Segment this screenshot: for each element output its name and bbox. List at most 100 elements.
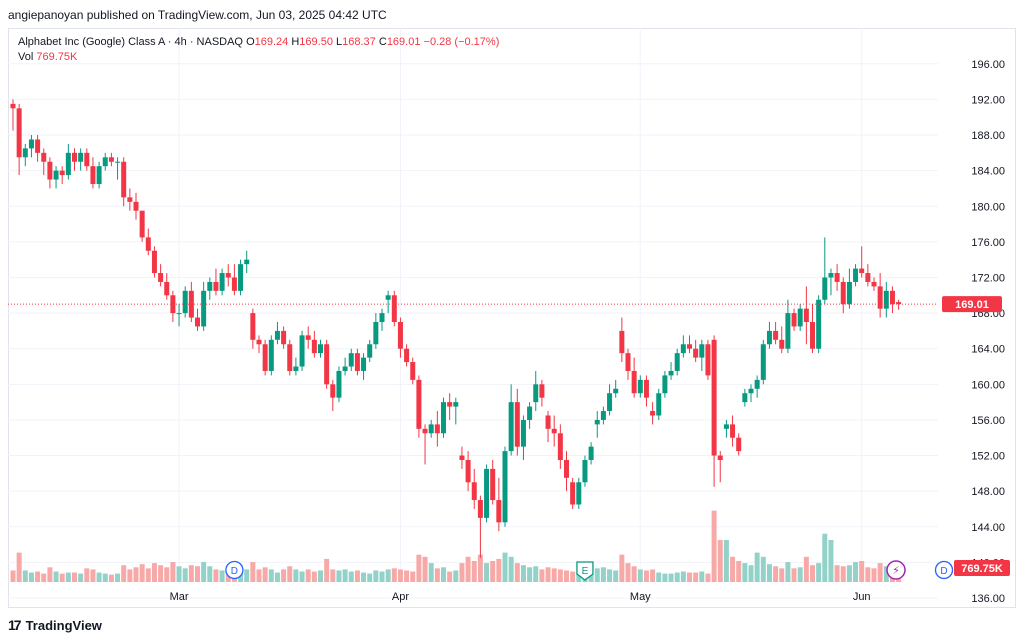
candle-body xyxy=(373,322,379,345)
volume-bar xyxy=(496,558,502,582)
candle-body xyxy=(72,152,77,162)
volume-bar xyxy=(711,510,717,582)
candle-body xyxy=(748,388,754,394)
volume-bar xyxy=(391,568,397,582)
last-price-tag: 169.01 xyxy=(942,296,1002,313)
candle xyxy=(742,388,748,407)
candle xyxy=(348,348,354,371)
candle-body xyxy=(151,250,157,274)
dividend-marker[interactable]: D xyxy=(225,560,244,580)
candle xyxy=(717,451,723,483)
price-tick-label: 160.00 xyxy=(971,379,1005,391)
candle-body xyxy=(545,415,551,429)
volume-bar xyxy=(760,556,766,582)
candle xyxy=(53,166,59,189)
time-axis: Mar Apr May Jun xyxy=(170,591,871,603)
candle-body xyxy=(176,313,182,315)
volume-bar xyxy=(748,565,754,582)
candle-body xyxy=(41,152,47,162)
volume-bar xyxy=(96,572,102,582)
volume-bar xyxy=(28,572,34,582)
volume-bar xyxy=(311,571,317,582)
candle-body xyxy=(883,290,889,309)
volume-bar xyxy=(78,573,84,582)
volume-bar xyxy=(803,556,809,582)
candle-body xyxy=(520,419,526,447)
candle xyxy=(803,286,809,345)
candle xyxy=(385,290,391,314)
candle xyxy=(619,317,625,363)
volume-bar xyxy=(859,561,865,582)
candle xyxy=(570,477,576,509)
price-tick-label: 148.00 xyxy=(971,486,1005,498)
candle-body xyxy=(742,393,748,403)
lightning-icon[interactable]: ⚡ xyxy=(886,560,906,580)
tradingview-logo-icon: 17 xyxy=(8,617,22,633)
event-label: D xyxy=(231,566,238,577)
candle xyxy=(367,339,373,363)
event-label: E xyxy=(582,566,589,577)
candle xyxy=(810,304,815,354)
candle-body xyxy=(459,455,465,460)
candle xyxy=(170,290,176,322)
candle xyxy=(108,152,114,167)
brand-name: TradingView xyxy=(25,617,102,633)
volume-bar xyxy=(385,569,391,582)
earnings-marker[interactable]: E xyxy=(576,561,594,581)
candle-body xyxy=(588,446,594,460)
volume-bar xyxy=(754,552,760,582)
volume-bar xyxy=(594,568,600,582)
candle xyxy=(336,366,342,403)
candle-body xyxy=(834,273,840,282)
volume-bar xyxy=(158,565,164,582)
candle xyxy=(766,322,772,349)
candle-body xyxy=(766,330,772,345)
volume-bar xyxy=(508,556,514,582)
candle xyxy=(533,370,539,412)
volume-bar xyxy=(791,568,797,582)
volume-bar xyxy=(853,562,859,582)
candle xyxy=(889,286,895,314)
candle xyxy=(496,477,502,532)
candle-body xyxy=(293,366,299,371)
dividend-marker[interactable]: D xyxy=(934,560,954,580)
candle xyxy=(607,384,613,416)
volume-bar xyxy=(785,562,791,582)
footer-brand[interactable]: 17 TradingView xyxy=(8,617,102,633)
candle-body xyxy=(484,468,490,518)
legend-volume: Vol 769.75K xyxy=(18,51,78,63)
candle-body xyxy=(477,500,483,518)
volume-bar xyxy=(840,566,846,582)
candle xyxy=(816,295,822,354)
volume-bar xyxy=(766,564,772,582)
candle-body xyxy=(514,402,520,447)
candle xyxy=(680,335,686,358)
candle-body xyxy=(96,166,102,184)
candle xyxy=(588,442,594,465)
volume-bar xyxy=(687,572,692,582)
volume-bar xyxy=(10,570,16,582)
candle-body xyxy=(736,437,742,452)
candle-body xyxy=(379,313,385,322)
candle-body xyxy=(643,379,649,398)
candle-body xyxy=(773,330,779,340)
price-tick-label: 136.00 xyxy=(971,593,1005,605)
volume-bar xyxy=(816,563,822,582)
volume-bar xyxy=(674,572,680,582)
candle xyxy=(274,322,280,345)
candle xyxy=(471,468,477,509)
candle-body xyxy=(47,161,53,180)
volume-bar xyxy=(871,568,877,582)
volume-bar xyxy=(484,563,490,582)
volume-bar xyxy=(305,569,311,582)
candle-body xyxy=(693,348,699,358)
candle xyxy=(674,348,680,376)
candle xyxy=(834,264,840,291)
chart-frame[interactable] xyxy=(8,28,1016,608)
volume-bar xyxy=(121,565,127,582)
price-tick-label: 192.00 xyxy=(971,94,1005,106)
candlestick-chart[interactable]: 196.00 192.00 188.00 184.00 180.00 176.00 172.… xyxy=(8,28,1016,608)
candle xyxy=(10,99,16,131)
candle-body xyxy=(674,353,680,371)
close-value: 169.01 xyxy=(386,36,421,48)
